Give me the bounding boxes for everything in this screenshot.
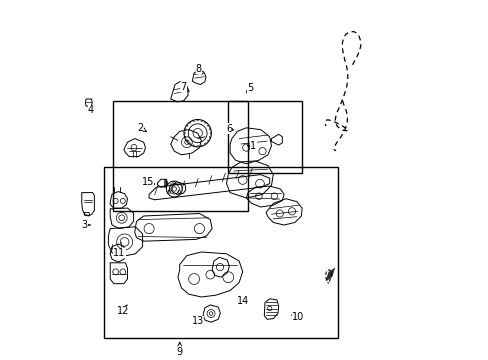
Text: 6: 6: [225, 123, 233, 134]
Text: 1: 1: [247, 141, 256, 151]
Text: 13: 13: [191, 316, 203, 326]
Text: 3: 3: [81, 220, 90, 230]
Text: 2: 2: [137, 123, 146, 133]
Text: 7: 7: [180, 82, 189, 92]
Text: 4: 4: [87, 105, 94, 115]
Bar: [228, 101, 302, 173]
Bar: [113, 101, 247, 211]
Bar: [104, 167, 337, 338]
Text: 14: 14: [236, 296, 248, 306]
Text: 11: 11: [113, 248, 125, 258]
Text: 9: 9: [176, 342, 183, 357]
Text: 15: 15: [142, 177, 154, 187]
Text: 8: 8: [195, 64, 202, 74]
Text: 5: 5: [246, 83, 253, 93]
Text: 10: 10: [291, 312, 304, 322]
Text: 12: 12: [117, 305, 129, 316]
